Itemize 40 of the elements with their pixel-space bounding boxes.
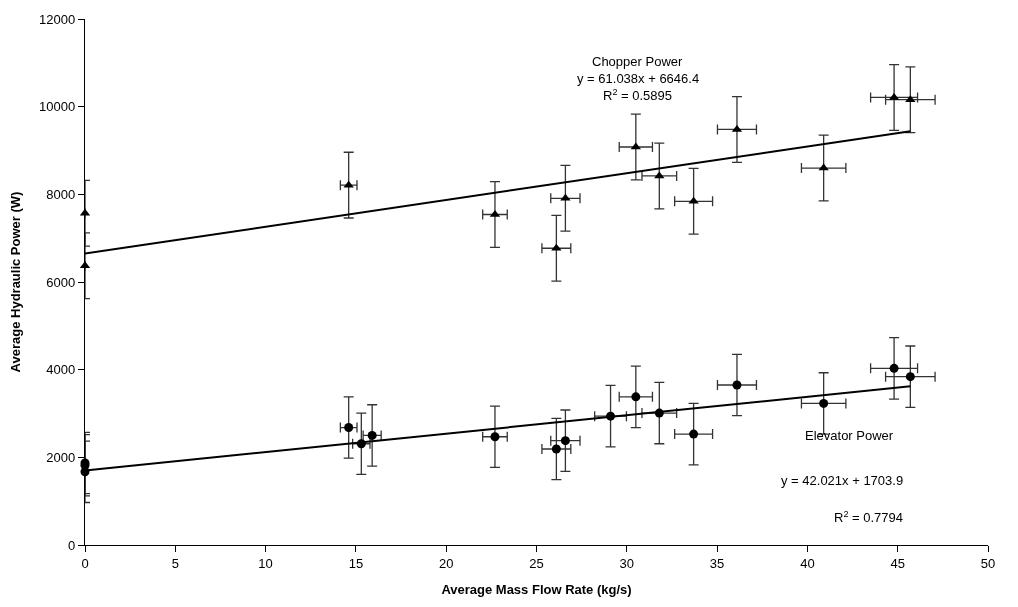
- x-tick-label: 5: [171, 555, 179, 571]
- y-tick-label: 6000: [46, 274, 76, 290]
- point: [889, 363, 899, 373]
- x-tick-label: 35: [709, 555, 725, 571]
- y-tick-label: 12000: [39, 11, 76, 27]
- point: [688, 196, 699, 204]
- point: [560, 193, 571, 201]
- point: [551, 444, 561, 454]
- x-tick-label: 50: [980, 555, 996, 571]
- x-tick-label: 25: [529, 555, 544, 571]
- point: [819, 398, 829, 408]
- point: [367, 430, 377, 440]
- annotation: y = 61.038x + 6646.4: [577, 71, 700, 86]
- point: [689, 429, 699, 439]
- x-tick-label: 45: [890, 555, 905, 571]
- x-axis-title: Average Mass Flow Rate (kg/s): [441, 582, 632, 598]
- x-tick-label: 10: [258, 555, 273, 571]
- y-axis-title: Average Hydraulic Power (W): [8, 191, 24, 373]
- point: [560, 436, 570, 446]
- point: [732, 380, 742, 390]
- point: [490, 432, 500, 442]
- y-tick-label: 2000: [46, 449, 76, 465]
- point: [905, 372, 915, 382]
- annotation: Elevator Power: [805, 428, 894, 443]
- x-tick-label: 40: [800, 555, 815, 571]
- point: [654, 171, 665, 179]
- annotation: R$^{2}$ = 0.5895: [603, 87, 673, 104]
- point: [631, 392, 641, 402]
- y-tick-label: 8000: [46, 186, 76, 202]
- y-tick-label: 0: [68, 537, 76, 553]
- x-tick-label: 20: [438, 555, 454, 571]
- annotation: R$^{2}$ = 0.7794: [834, 509, 904, 526]
- x-tick-label: 15: [348, 555, 364, 571]
- x-tick-label: 30: [619, 555, 635, 571]
- annotation: y = 42.021x + 1703.9: [781, 473, 904, 488]
- x-tick-label: 0: [81, 555, 89, 571]
- point: [551, 243, 562, 251]
- y-tick-label: 4000: [46, 362, 76, 378]
- y-tick-label: 10000: [39, 99, 76, 115]
- annotation: Chopper Power: [592, 54, 683, 69]
